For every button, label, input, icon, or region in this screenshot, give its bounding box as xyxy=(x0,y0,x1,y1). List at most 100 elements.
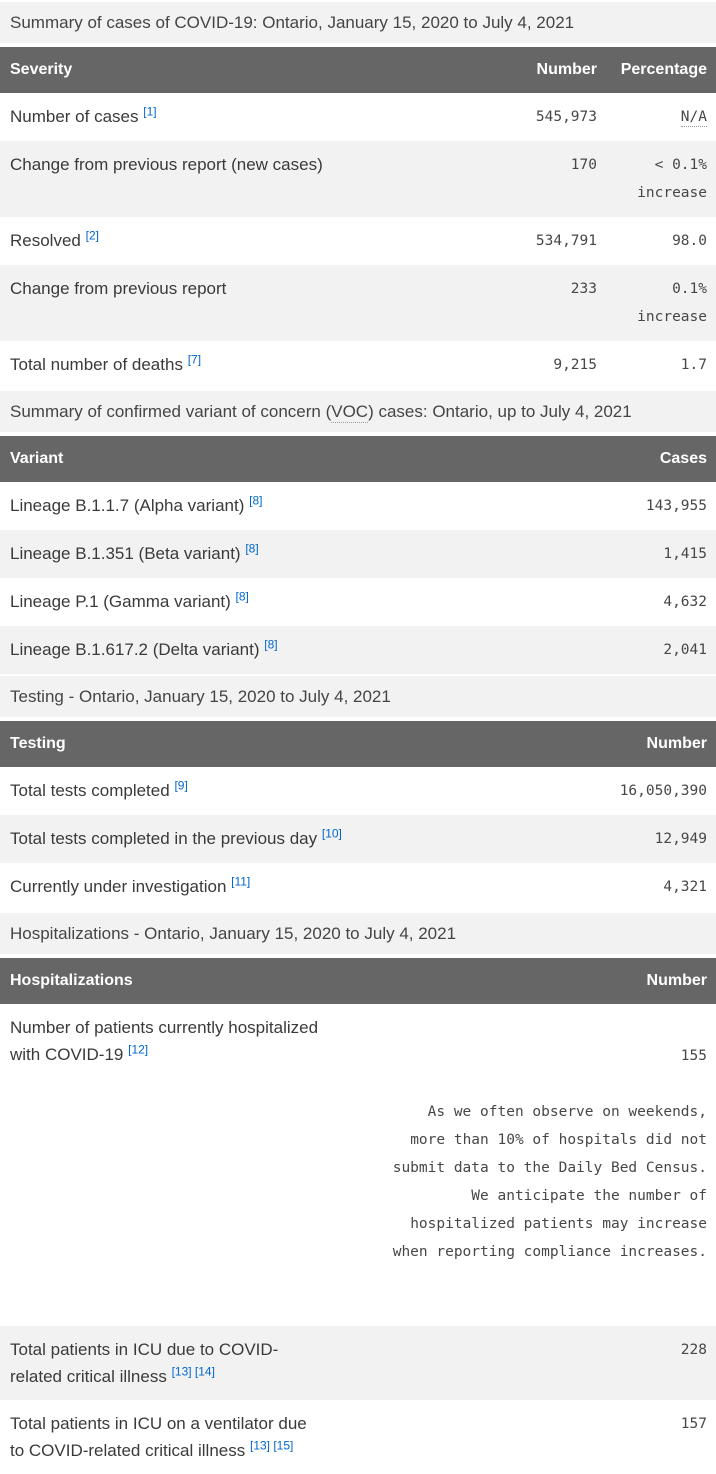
row-label: Total patients in ICU due to COVID-relat… xyxy=(10,1340,279,1386)
row-label: Lineage P.1 (Gamma variant) xyxy=(10,592,231,611)
hospitalizations-table-caption: Hospitalizations - Ontario, January 15, … xyxy=(0,913,716,954)
table-row: Resolved [2] 534,791 98.0 xyxy=(0,217,716,265)
row-label: Total number of deaths xyxy=(10,355,183,374)
table-row: Lineage B.1.617.2 (Delta variant) [8] 2,… xyxy=(0,626,716,674)
table-row: Lineage B.1.351 (Beta variant) [8] 1,415 xyxy=(0,530,716,578)
row-number: 2,041 xyxy=(576,626,716,674)
footnote-ref: [12] xyxy=(128,1042,148,1056)
footnote-ref: [8] xyxy=(245,541,258,555)
row-label: Number of cases xyxy=(10,107,139,126)
hospitalizations-header-row: Hospitalizations Number xyxy=(0,958,716,1004)
row-number: 170 xyxy=(491,141,606,217)
footnote-ref: [8] xyxy=(236,589,249,603)
table-row: Change from previous report (new cases) … xyxy=(0,141,716,217)
row-number: 545,973 xyxy=(535,109,597,125)
severity-table: Severity Number Percentage Number of cas… xyxy=(0,47,716,389)
voc-table: Variant Cases Lineage B.1.1.7 (Alpha var… xyxy=(0,436,716,674)
row-percentage: 98.0 xyxy=(672,233,707,249)
row-number: 143,955 xyxy=(645,498,707,514)
row-label: Change from previous report xyxy=(10,279,227,298)
row-label: Resolved xyxy=(10,231,81,250)
footnote-link[interactable]: [11] xyxy=(231,874,251,889)
footnote-ref: [9] xyxy=(174,778,187,792)
footnote-ref: [13] [15] xyxy=(250,1438,293,1452)
hospitalizations-section: Hospitalizations - Ontario, January 15, … xyxy=(0,913,716,1474)
testing-table-caption: Testing - Ontario, January 15, 2020 to J… xyxy=(0,676,716,717)
footnote-ref: [2] xyxy=(86,228,99,242)
table-row: Total patients in ICU on a ventilator du… xyxy=(0,1400,716,1474)
footnote-link[interactable]: [10] xyxy=(321,826,342,841)
footnote-link[interactable]: [1] xyxy=(143,104,157,119)
testing-header-row: Testing Number xyxy=(0,721,716,767)
na-abbr: N/A xyxy=(680,109,707,127)
footnote-link[interactable]: [8] xyxy=(264,637,278,652)
severity-table-caption: Summary of cases of COVID-19: Ontario, J… xyxy=(0,2,716,43)
row-label: Lineage B.1.1.7 (Alpha variant) xyxy=(10,496,245,515)
row-label: Total tests completed in the previous da… xyxy=(10,829,318,848)
table-row: Total number of deaths [7] 9,215 1.7 xyxy=(0,341,716,389)
table-row: Change from previous report 233 0.1% inc… xyxy=(0,265,716,341)
voc-header-row: Variant Cases xyxy=(0,436,716,482)
footnote-link[interactable]: [2] xyxy=(85,228,99,243)
table-row: Number of patients currently hospitalize… xyxy=(0,1004,716,1326)
row-number: 9,215 xyxy=(553,357,597,373)
footnote-link[interactable]: [7] xyxy=(187,352,202,367)
row-label: Total patients in ICU on a ventilator du… xyxy=(10,1414,307,1460)
table-row: Total tests completed [9] 16,050,390 xyxy=(0,767,716,815)
footnote-link[interactable]: [8] xyxy=(249,493,263,508)
row-number: 157 xyxy=(680,1416,707,1432)
voc-abbr: VOC xyxy=(331,402,369,423)
footnote-ref: [8] xyxy=(264,637,277,651)
row-percentage: 0.1% increase xyxy=(606,265,716,341)
row-number: 228 xyxy=(330,1326,716,1400)
table-row: Number of cases [1] 545,973 N/A xyxy=(0,93,716,141)
severity-header-row: Severity Number Percentage xyxy=(0,47,716,93)
column-header-number: Number xyxy=(491,47,606,93)
column-header-severity: Severity xyxy=(0,47,491,93)
row-label: Change from previous report (new cases) xyxy=(10,155,323,174)
table-row: Lineage P.1 (Gamma variant) [8] 4,632 xyxy=(0,578,716,626)
footnote-link[interactable]: [12] xyxy=(128,1042,149,1057)
footnote-ref: [1] xyxy=(143,104,156,118)
table-row: Currently under investigation [11] 4,321 xyxy=(0,863,716,911)
column-header-hospitalizations: Hospitalizations xyxy=(0,958,330,1004)
row-label: Number of patients currently hospitalize… xyxy=(10,1018,319,1064)
testing-section: Testing - Ontario, January 15, 2020 to J… xyxy=(0,676,716,911)
footnote-link[interactable]: [8] xyxy=(245,541,259,556)
hospitalizations-table: Hospitalizations Number Number of patien… xyxy=(0,958,716,1474)
footnote-ref: [11] xyxy=(231,874,250,888)
footnote-ref: [8] xyxy=(249,493,262,507)
column-header-number: Number xyxy=(576,721,716,767)
column-header-cases: Cases xyxy=(576,436,716,482)
row-percentage: < 0.1% increase xyxy=(606,141,716,217)
footnote-ref: [10] xyxy=(322,826,342,840)
column-header-percentage: Percentage xyxy=(606,47,716,93)
row-label: Total tests completed xyxy=(10,781,170,800)
row-number: 155 xyxy=(680,1048,707,1064)
table-row: Lineage B.1.1.7 (Alpha variant) [8] 143,… xyxy=(0,482,716,530)
row-number: 4,632 xyxy=(663,594,707,610)
row-number: 233 xyxy=(491,265,606,341)
footnote-link[interactable]: [13] [15] xyxy=(249,1438,294,1453)
testing-table: Testing Number Total tests completed [9]… xyxy=(0,721,716,911)
severity-section: Summary of cases of COVID-19: Ontario, J… xyxy=(0,2,716,389)
table-row: Total tests completed in the previous da… xyxy=(0,815,716,863)
row-label: Lineage B.1.351 (Beta variant) xyxy=(10,544,241,563)
row-number: 534,791 xyxy=(535,233,597,249)
row-number: 12,949 xyxy=(576,815,716,863)
voc-table-caption: Summary of confirmed variant of concern … xyxy=(0,391,716,432)
footnote-link[interactable]: [13] [14] xyxy=(171,1364,215,1379)
row-number: 1,415 xyxy=(576,530,716,578)
column-header-variant: Variant xyxy=(0,436,576,482)
footnote-link[interactable]: [9] xyxy=(174,778,188,793)
table-row: Total patients in ICU due to COVID-relat… xyxy=(0,1326,716,1400)
footnote-link[interactable]: [8] xyxy=(235,589,249,604)
column-header-number: Number xyxy=(330,958,716,1004)
row-percentage: 1.7 xyxy=(680,357,707,373)
voc-section: Summary of confirmed variant of concern … xyxy=(0,391,716,674)
footnote-ref: [7] xyxy=(188,352,201,366)
footnote-ref: [13] [14] xyxy=(172,1364,215,1378)
column-header-testing: Testing xyxy=(0,721,576,767)
row-number: 4,321 xyxy=(663,879,707,895)
row-label: Currently under investigation xyxy=(10,877,227,896)
